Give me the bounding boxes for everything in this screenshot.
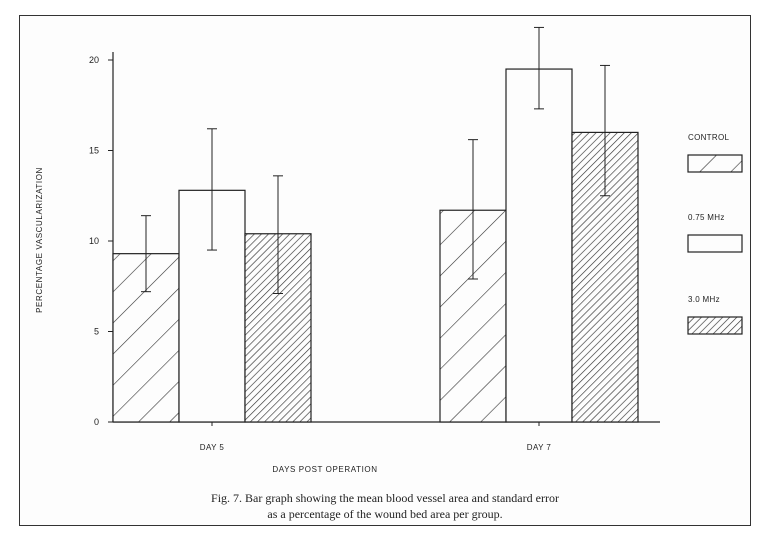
figure-caption-line-2: as a percentage of the wound bed area pe…	[267, 507, 503, 521]
x-tick-label: DAY 7	[527, 443, 552, 452]
figure-caption-line-1: Fig. 7. Bar graph showing the mean blood…	[211, 491, 559, 505]
legend-label: 3.0 MHz	[688, 295, 720, 304]
y-tick-label: 15	[89, 146, 99, 156]
y-tick-label: 0	[94, 417, 99, 427]
legend-label: 0.75 MHz	[688, 213, 725, 222]
y-tick-label: 10	[89, 236, 99, 246]
legend-label: CONTROL	[688, 133, 729, 142]
legend-swatch	[687, 154, 743, 173]
legend-swatch	[687, 234, 743, 253]
legend-swatch	[687, 316, 743, 335]
x-axis-label: DAYS POST OPERATION	[272, 465, 377, 474]
y-tick-label: 5	[94, 327, 99, 337]
y-axis-label: PERCENTAGE VASCULARIZATION	[35, 167, 44, 313]
bar	[505, 68, 573, 423]
y-tick-label: 20	[89, 55, 99, 65]
x-tick-label: DAY 5	[200, 443, 225, 452]
